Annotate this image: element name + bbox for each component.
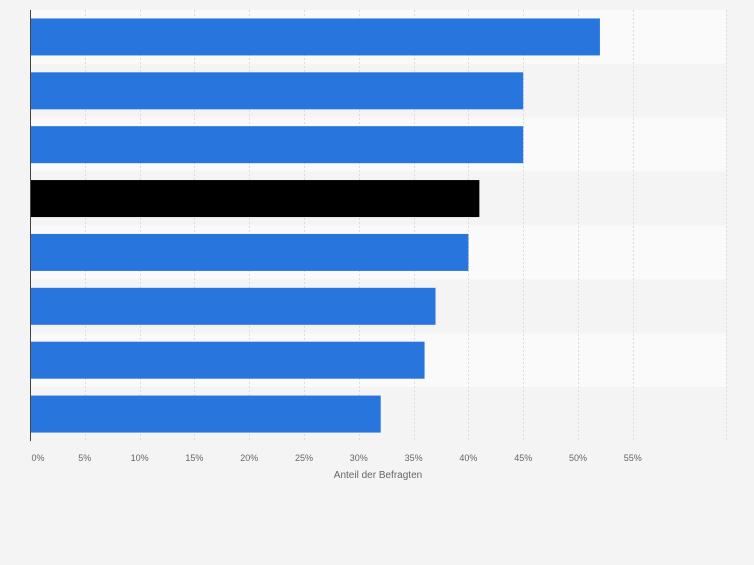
x-tick-label: 50% — [569, 453, 587, 463]
x-tick-label: 25% — [295, 453, 313, 463]
bar[interactable] — [30, 180, 480, 218]
x-tick-labels: 0% 5% 10% 15% 20% 25% 30% 35% 40% 45% 50% 55% — [31, 453, 641, 463]
bar[interactable] — [30, 72, 524, 110]
x-tick-label: 0% — [31, 453, 44, 463]
x-tick-label: 20% — [240, 453, 258, 463]
x-tick-label: 30% — [350, 453, 368, 463]
x-tick-label: 35% — [405, 453, 423, 463]
x-tick-label: 5% — [78, 453, 91, 463]
x-tick-label: 55% — [624, 453, 642, 463]
x-tick-label: 45% — [514, 453, 532, 463]
bar[interactable] — [30, 395, 381, 433]
x-tick-label: 10% — [131, 453, 149, 463]
x-axis-label: Anteil der Befragten — [334, 470, 422, 481]
bar[interactable] — [30, 126, 524, 164]
bar[interactable] — [30, 233, 469, 271]
bars — [30, 18, 600, 433]
bar[interactable] — [30, 18, 600, 56]
x-tick-label: 40% — [459, 453, 477, 463]
bar[interactable] — [30, 341, 425, 379]
bar[interactable] — [30, 287, 436, 325]
x-tick-label: 15% — [185, 453, 203, 463]
